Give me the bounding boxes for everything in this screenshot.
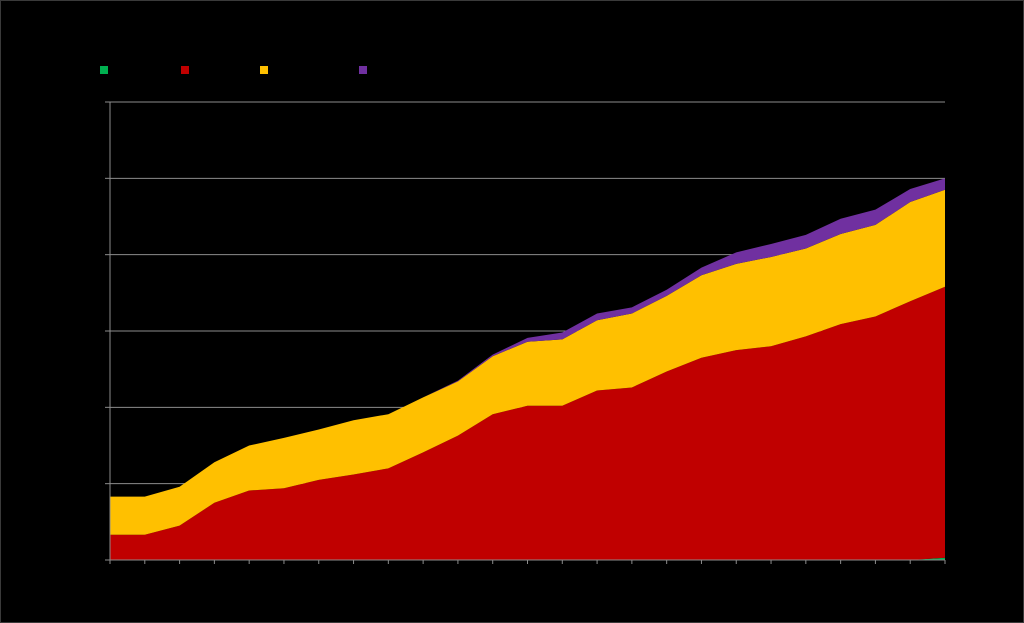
legend-item-series-1 [100, 64, 114, 76]
legend-swatch-series-2 [181, 66, 189, 74]
area-series-3 [110, 189, 945, 535]
legend-swatch-series-1 [100, 66, 108, 74]
legend-swatch-series-3 [260, 66, 268, 74]
legend-item-series-2 [181, 64, 195, 76]
legend-swatch-series-4 [359, 66, 367, 74]
area-series-2 [110, 286, 945, 560]
legend-item-series-3 [260, 64, 274, 76]
legend-item-series-4 [359, 64, 373, 76]
area-series-4 [110, 178, 945, 497]
